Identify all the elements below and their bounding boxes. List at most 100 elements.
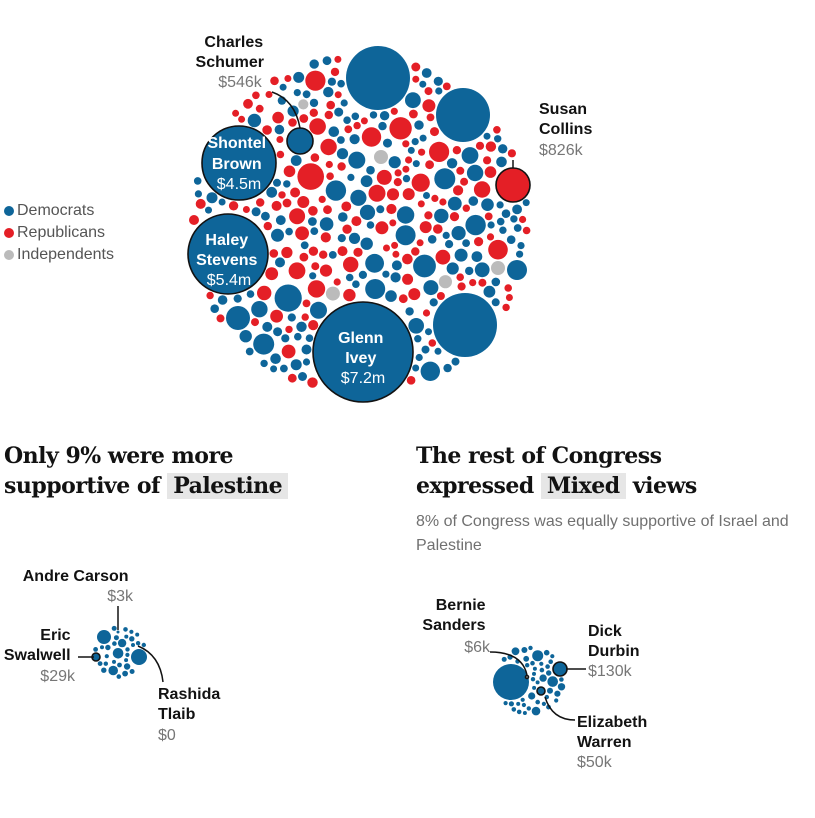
bubble-democrat	[251, 301, 268, 318]
legend: Democrats Republicans Independents	[4, 200, 114, 266]
bubble-republican	[308, 320, 319, 331]
bubble-republican	[425, 160, 434, 170]
bubble-democrat	[388, 156, 401, 169]
bubble-republican	[228, 201, 239, 211]
heading-line: Only 9% were more	[4, 443, 234, 469]
bubble-democrat	[528, 692, 536, 700]
bubble-democrat	[103, 661, 109, 666]
bubble-republican	[456, 273, 465, 282]
bubble-democrat	[378, 121, 387, 131]
bubble-republican	[389, 117, 412, 140]
bubble-democrat	[218, 198, 226, 206]
bubble-democrat	[511, 647, 520, 656]
bubble-democrat	[366, 165, 375, 175]
bubble-democrat	[427, 235, 437, 244]
bubble-democrat	[117, 662, 122, 668]
bubble-democrat	[535, 699, 540, 705]
bubble-republican	[342, 224, 352, 234]
bubble-republican	[484, 166, 497, 178]
bubble-republican	[206, 291, 214, 300]
bubble-democrat	[395, 225, 416, 246]
bubble-democrat	[239, 330, 252, 343]
bubble-democrat	[420, 361, 440, 381]
bubble-democrat	[305, 334, 314, 343]
bubble-democrat	[345, 273, 354, 282]
legend-label: Democrats	[17, 202, 95, 219]
bubble-republican	[504, 284, 512, 292]
bubble-democrat	[275, 257, 285, 268]
bubble-democrat	[322, 56, 332, 66]
bubble-republican	[309, 118, 326, 135]
heading-line: supportive of Palestine	[4, 471, 289, 501]
bubble-democrat	[559, 677, 564, 682]
bubble-democrat	[445, 240, 454, 249]
bubble-republican	[453, 185, 464, 196]
bubble-democrat	[539, 674, 547, 682]
bubble-democrat	[376, 205, 385, 214]
bubble-democrat	[521, 702, 527, 708]
bubble-democrat	[405, 92, 421, 109]
bubble-democrat	[506, 235, 516, 244]
bubble-republican	[337, 162, 346, 171]
bubble-democrat	[360, 175, 373, 188]
bubble-democrat	[433, 76, 443, 86]
heading-mixed: The rest of Congress expressed Mixed vie…	[416, 441, 697, 501]
bubble-democrat	[261, 211, 270, 221]
bubble-democrat	[435, 87, 443, 95]
bubble-democrat	[530, 677, 536, 682]
bubble-democrat	[483, 132, 491, 140]
bubble-republican	[289, 208, 306, 225]
bubble-republican	[483, 156, 492, 165]
bubble-democrat	[117, 638, 127, 648]
bubble-republican	[361, 127, 382, 147]
bubble-republican	[334, 91, 342, 99]
bubble-democrat	[206, 192, 218, 204]
bubble-republican	[386, 203, 397, 215]
bubble-republican	[360, 117, 368, 125]
bubble-republican	[324, 110, 333, 120]
highlight-palestine: Palestine	[167, 473, 289, 499]
legend-label: Republicans	[17, 224, 106, 241]
heading-line: expressed Mixed views	[416, 471, 697, 501]
bubble-democrat	[462, 239, 470, 248]
bubble-democrat	[245, 347, 254, 356]
bubble-democrat	[112, 648, 124, 659]
bubble-republican	[402, 165, 410, 173]
bubble-republican	[519, 215, 527, 224]
bubble-republican	[325, 160, 333, 169]
leader-tlaib	[137, 645, 164, 683]
bubble-republican	[398, 294, 408, 304]
bubble-republican	[281, 344, 296, 359]
bubble-republican	[462, 204, 470, 212]
bubble-republican	[493, 126, 501, 134]
bubble-democrat	[351, 112, 360, 121]
bubble-democrat	[336, 148, 349, 160]
bubble-republican	[408, 288, 421, 301]
bubble-republican	[436, 292, 445, 300]
bubble-democrat	[233, 294, 242, 303]
bubble-democrat	[113, 635, 119, 641]
bubble-republican	[295, 226, 309, 241]
heading-text: supportive of	[4, 473, 161, 499]
bubble-democrat	[532, 671, 536, 676]
bubble-republican	[290, 187, 301, 198]
bubble-democrat	[270, 365, 278, 373]
bubble-republican	[257, 285, 272, 301]
bubble-democrat	[122, 670, 128, 677]
bubble-republican	[238, 115, 246, 123]
bubble-democrat	[530, 660, 535, 666]
bubble-democrat	[298, 372, 307, 381]
bubble-democrat	[499, 226, 507, 234]
bubble-republican	[426, 113, 435, 122]
bubble-republican	[319, 264, 333, 277]
bubble-republican	[353, 247, 363, 257]
bubble-republican	[430, 127, 439, 137]
bubble-republican	[334, 55, 342, 63]
heading-text: expressed	[416, 473, 534, 499]
bubble-republican	[297, 196, 310, 208]
bubble-republican	[522, 226, 531, 235]
bubble-democrat	[532, 666, 537, 671]
bubble-democrat	[129, 636, 135, 642]
bubble-democrat	[390, 272, 401, 283]
bubble-democrat	[466, 164, 484, 182]
